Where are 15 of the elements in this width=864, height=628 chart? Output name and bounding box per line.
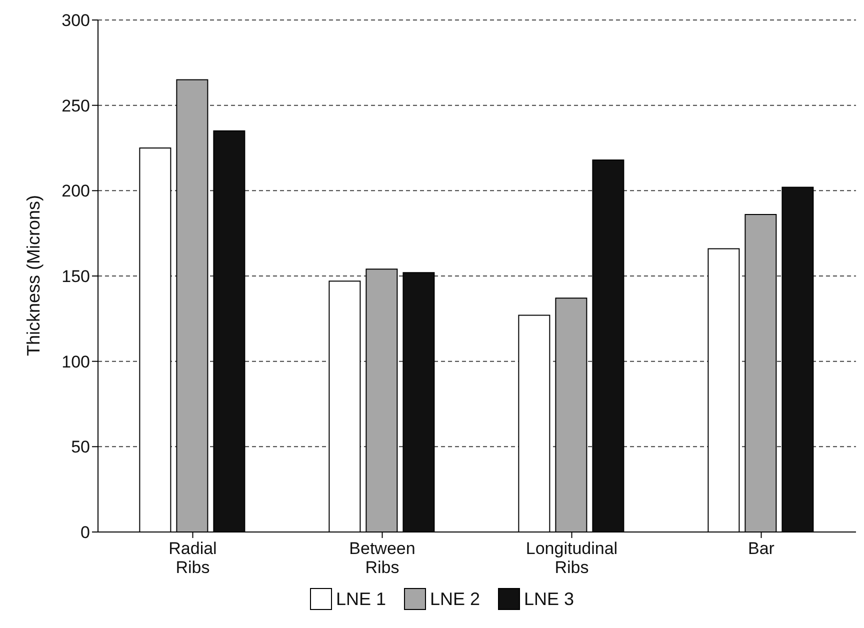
x-tick-label: Between Ribs [349,539,416,577]
legend-label: LNE 3 [524,588,574,610]
legend-label: LNE 2 [430,588,480,610]
y-tick-label: 300 [62,11,90,30]
legend-label: LNE 1 [336,588,386,610]
y-tick-label: 200 [62,182,90,201]
y-axis-title: Thickness (Microns) [23,194,44,356]
y-tick-label: 250 [62,96,90,116]
x-tick-label: Longitudinal Ribs [526,539,618,577]
x-tick-label: Radial Ribs [168,539,217,577]
y-tick-label: 0 [80,523,90,542]
y-tick-label: 100 [62,352,90,372]
x-tick-label: Bar [748,539,775,558]
y-tick-label: 150 [62,267,90,286]
y-tick-label: 50 [71,438,90,457]
